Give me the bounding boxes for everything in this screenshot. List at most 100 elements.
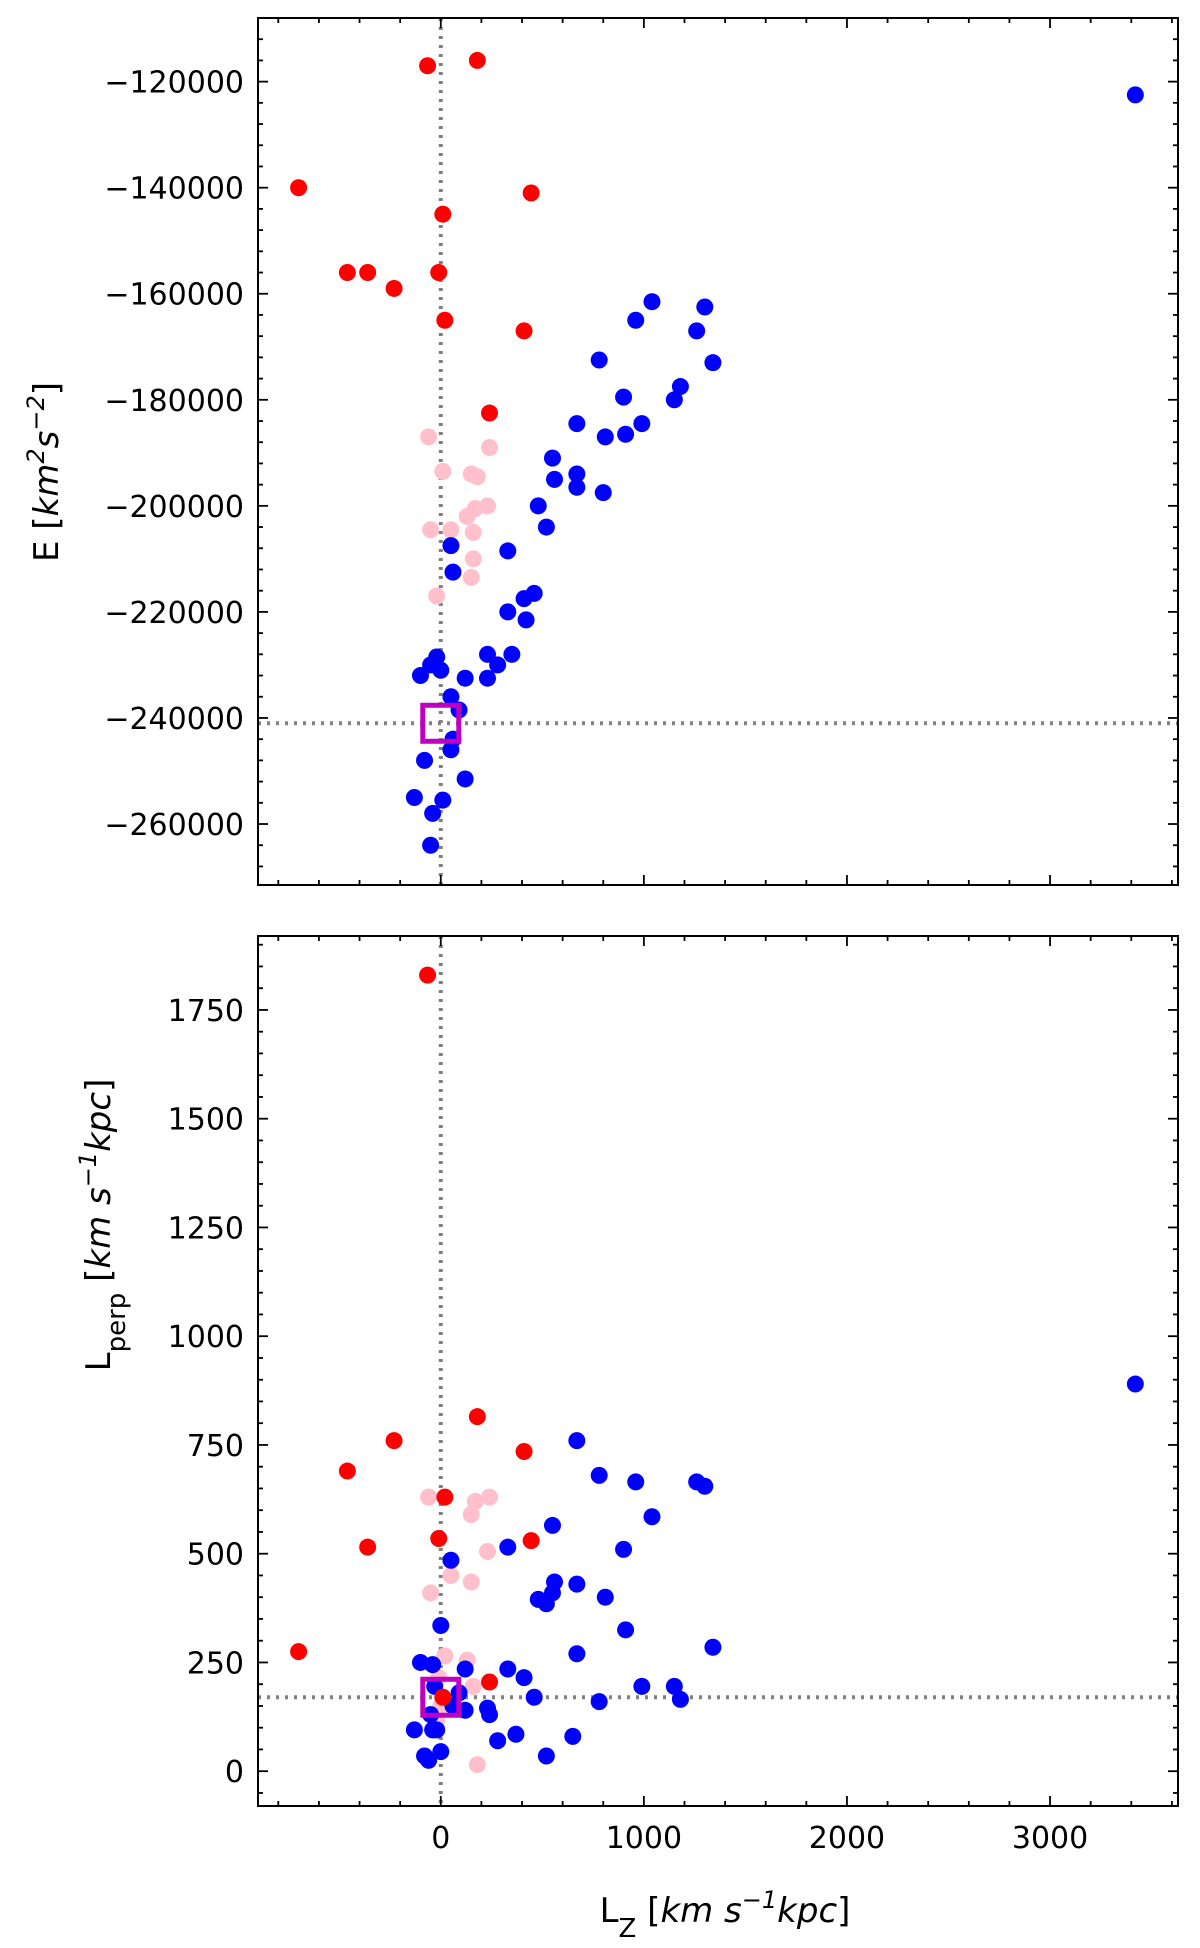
lperp-reference-box — [420, 1676, 462, 1718]
energy-blue-point — [499, 603, 517, 621]
energy-y-axis-label: E [km2s−2] — [22, 382, 67, 562]
lperp-reference-square — [420, 1676, 462, 1718]
lperp-scatter-points — [290, 966, 1144, 1774]
energy-y-tick-label: −260000 — [104, 808, 244, 843]
lperp-blue-point — [432, 1616, 450, 1634]
lperp-x-tick-label: 1000 — [606, 1821, 682, 1856]
energy-blue-point — [478, 645, 496, 663]
energy-pink-point — [434, 462, 452, 480]
lperp-x-tick-label: 2000 — [809, 1821, 885, 1856]
energy-blue-point — [411, 667, 429, 685]
lperp-blue-point — [507, 1725, 525, 1743]
lperp-red-point — [430, 1529, 448, 1547]
energy-red-point — [430, 264, 448, 282]
energy-red-point — [434, 205, 452, 223]
lperp-blue-point — [1126, 1375, 1144, 1393]
energy-pink-point — [464, 523, 482, 541]
energy-blue-point — [615, 388, 633, 406]
energy-blue-point — [596, 428, 614, 446]
energy-y-tick-label: −160000 — [104, 278, 244, 313]
lperp-red-point — [515, 1442, 533, 1460]
lperp-y-tick-label: 1750 — [168, 994, 244, 1029]
energy-y-tick-label: −140000 — [104, 172, 244, 207]
lperp-red-point — [481, 1673, 499, 1691]
lperp-red-point — [338, 1462, 356, 1480]
energy-blue-point — [643, 293, 661, 311]
energy-y-tick-label: −240000 — [104, 702, 244, 737]
lperp-blue-point — [665, 1677, 683, 1695]
energy-red-point — [515, 322, 533, 340]
lperp-pink-point — [462, 1506, 480, 1524]
energy-axis-ticks — [258, 17, 1178, 885]
energy-blue-point — [422, 836, 440, 854]
lperp-panel: 0 1000 2000 300002505007501000125015001750 … — [74, 935, 1179, 1944]
lperp-red-point — [468, 1408, 486, 1426]
energy-red-point — [436, 311, 454, 329]
lperp-blue-point — [499, 1538, 517, 1556]
energy-tick-labels: −120000 −140000 −160000 −180000 −200000 −2200… — [104, 66, 244, 843]
lperp-blue-point — [424, 1721, 442, 1739]
energy-blue-point — [665, 391, 683, 409]
energy-blue-point — [503, 645, 521, 663]
lperp-blue-point — [671, 1690, 689, 1708]
lperp-pink-point — [464, 1677, 482, 1695]
lperp-blue-point — [596, 1588, 614, 1606]
energy-pink-point — [420, 428, 438, 446]
energy-blue-point — [515, 590, 533, 608]
energy-pink-point — [458, 507, 476, 525]
lperp-red-point — [419, 966, 437, 984]
lperp-y-tick-label: 1500 — [168, 1103, 244, 1138]
energy-blue-point — [456, 770, 474, 788]
energy-y-tick-label: −120000 — [104, 66, 244, 101]
lperp-pink-point — [478, 1543, 496, 1561]
lperp-blue-point — [525, 1688, 543, 1706]
lperp-blue-point — [543, 1516, 561, 1534]
lperp-blue-point — [627, 1473, 645, 1491]
lperp-y-tick-label: 750 — [187, 1429, 244, 1464]
lperp-pink-point — [462, 1573, 480, 1591]
energy-blue-point — [627, 311, 645, 329]
lperp-blue-point — [499, 1660, 517, 1678]
energy-blue-point — [568, 415, 586, 433]
lperp-blue-point — [564, 1727, 582, 1745]
energy-scatter-points — [290, 51, 1144, 854]
energy-pink-point — [464, 550, 482, 568]
lperp-blue-point — [515, 1669, 533, 1687]
energy-blue-point — [568, 478, 586, 496]
energy-blue-point — [546, 470, 564, 488]
lperp-blue-point — [568, 1645, 586, 1663]
energy-blue-point — [444, 563, 462, 581]
energy-y-tick-label: −220000 — [104, 596, 244, 631]
lperp-blue-point — [481, 1706, 499, 1724]
lperp-y-tick-label: 500 — [187, 1538, 244, 1573]
energy-y-tick-label: −200000 — [104, 490, 244, 525]
lperp-y-tick-label: 1250 — [168, 1211, 244, 1246]
energy-red-point — [481, 404, 499, 422]
energy-blue-point — [671, 378, 689, 396]
energy-red-point — [338, 264, 356, 282]
lperp-blue-point — [590, 1693, 608, 1711]
energy-blue-point — [537, 518, 555, 536]
energy-pink-point — [428, 587, 446, 605]
lperp-pink-point — [442, 1566, 460, 1584]
lperp-pink-point — [436, 1647, 454, 1665]
energy-plot-frame — [257, 17, 1179, 886]
energy-blue-point — [617, 425, 635, 443]
lperp-pink-point — [481, 1488, 499, 1506]
energy-red-point — [385, 279, 403, 297]
lperp-blue-point — [424, 1656, 442, 1674]
lperp-blue-point — [590, 1466, 608, 1484]
energy-pink-point — [468, 468, 486, 486]
energy-blue-point — [696, 298, 714, 316]
energy-red-point — [419, 57, 437, 75]
energy-pink-point — [422, 521, 440, 539]
lperp-axis-ticks — [258, 936, 1178, 1806]
lperp-blue-point — [568, 1432, 586, 1450]
energy-panel: −120000 −140000 −160000 −180000 −200000 −2200… — [22, 17, 1179, 886]
energy-reference-square — [420, 702, 462, 744]
energy-red-point — [290, 179, 308, 197]
lperp-y-axis-label: Lperp [km s−1kpc] — [74, 1079, 132, 1372]
energy-blue-point — [568, 465, 586, 483]
energy-blue-point — [704, 354, 722, 372]
